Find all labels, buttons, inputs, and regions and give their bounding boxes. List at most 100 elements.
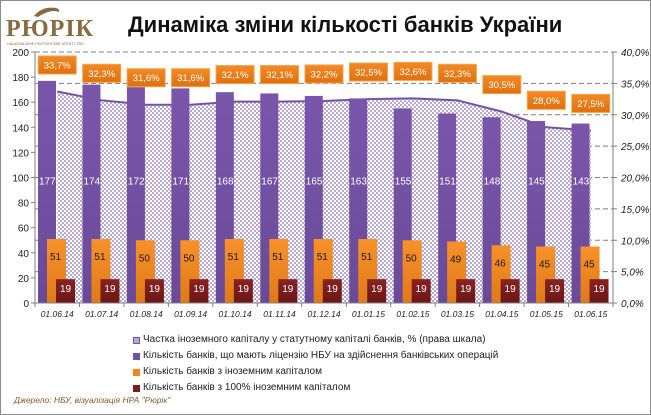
data-label-100-foreign: 19 <box>549 284 561 295</box>
data-label-foreign-capital: 46 <box>495 258 507 269</box>
data-label-foreign-capital: 51 <box>272 252 284 263</box>
data-label-box <box>304 64 344 84</box>
data-label-licensed-banks: 171 <box>172 177 189 188</box>
data-label-foreign-capital: 45 <box>583 260 595 271</box>
x-tick-label: 01.08.14 <box>130 309 163 319</box>
bar-100-foreign <box>456 279 476 303</box>
legend-swatch <box>133 336 140 344</box>
y-tick-label: 0 <box>23 299 29 310</box>
bar-100-foreign <box>233 279 253 303</box>
data-label-foreign-share: 32,2% <box>311 69 338 80</box>
data-label-licensed-banks: 148 <box>484 177 501 188</box>
y2-tick-label: 30,0% <box>621 111 649 122</box>
y2-tick-label: 15,0% <box>621 205 649 216</box>
source-note: Джерело: НБУ, візуалізація НРА "Рюрік" <box>14 395 171 405</box>
x-tick-label: 01.07.14 <box>85 309 118 319</box>
y2-tick-label: 10,0% <box>621 236 649 247</box>
x-tick-label: 01.02.15 <box>396 309 429 319</box>
x-tick-label: 01.04.15 <box>485 309 518 319</box>
bar-series <box>38 80 609 304</box>
data-label-100-foreign: 19 <box>327 284 339 295</box>
data-label-box <box>215 65 255 85</box>
data-label-box <box>82 63 122 83</box>
legend-label: Кількість банків, що мають ліцензію НБУ … <box>143 350 499 361</box>
data-label-100-foreign: 19 <box>238 284 250 295</box>
data-label-box <box>482 75 522 95</box>
data-label-foreign-capital: 50 <box>406 253 418 264</box>
y2-tick-label: 5,0% <box>621 268 644 279</box>
legend-label: Частка іноземного капіталу у статутному … <box>143 334 486 345</box>
data-label-licensed-banks: 155 <box>395 177 412 188</box>
y-tick-label: 180 <box>12 73 29 84</box>
data-label-box <box>437 63 477 83</box>
y-tick-label: 140 <box>12 123 29 134</box>
legend-item-100-foreign: Кількість банків з 100% іноземним капіта… <box>133 380 498 396</box>
data-label-foreign-capital: 49 <box>450 255 462 266</box>
data-label-licensed-banks: 143 <box>573 177 590 188</box>
bar-100-foreign <box>322 279 342 303</box>
legend-item-foreign-share: Частка іноземного капіталу у статутному … <box>133 332 498 348</box>
y-tick-label: 120 <box>12 148 29 159</box>
data-label-100-foreign: 19 <box>460 284 472 295</box>
data-label-licensed-banks: 165 <box>306 177 323 188</box>
legend-label: Кількість банків з іноземним капіталом <box>143 366 322 377</box>
data-label-foreign-capital: 51 <box>228 252 240 263</box>
data-label-foreign-capital: 51 <box>94 252 106 263</box>
data-label-foreign-share: 31,6% <box>177 73 204 84</box>
data-label-foreign-share: 32,1% <box>266 70 293 81</box>
data-label-foreign-share: 32,5% <box>355 68 382 79</box>
logo-text: РЮРІК <box>6 16 95 42</box>
data-label-foreign-capital: 50 <box>139 253 151 264</box>
bar-100-foreign <box>411 279 431 303</box>
legend-swatch <box>133 384 140 392</box>
data-label-foreign-capital: 45 <box>539 260 551 271</box>
data-label-foreign-capital: 50 <box>183 253 195 264</box>
data-label-box <box>393 61 433 81</box>
data-label-box <box>260 65 300 85</box>
y-tick-label: 200 <box>12 48 29 59</box>
logo: РЮРІК НАЦІОНАЛЬНЕ РЕЙТИНГОВЕ АГЕНТСТВО <box>6 7 93 46</box>
data-label-foreign-share: 27,5% <box>577 99 604 110</box>
data-label-100-foreign: 19 <box>505 284 517 295</box>
data-label-box <box>526 90 566 110</box>
data-label-foreign-share: 32,6% <box>399 67 426 78</box>
y-tick-label: 100 <box>12 174 29 185</box>
x-tick-label: 01.10.14 <box>219 309 252 319</box>
axes: 01.06.14 01.07.14 01.08.14 01.09.14 01.10.14… <box>12 48 649 319</box>
bar-100-foreign <box>278 279 298 303</box>
x-tick-label: 01.03.15 <box>441 309 474 319</box>
y-tick-label: 20 <box>18 274 30 285</box>
data-label-box <box>171 68 211 88</box>
data-label-foreign-share: 32,1% <box>222 70 249 81</box>
x-tick-label: 01.09.14 <box>174 309 207 319</box>
bar-100-foreign <box>500 279 520 303</box>
data-label-100-foreign: 19 <box>104 284 116 295</box>
data-label-licensed-banks: 177 <box>39 177 56 188</box>
bar-100-foreign <box>189 279 209 303</box>
legend-label: Кількість банків з 100% іноземним капіта… <box>143 382 351 393</box>
data-label-box <box>571 93 611 113</box>
x-tick-label: 01.06.15 <box>574 309 607 319</box>
data-label-100-foreign: 19 <box>60 284 72 295</box>
area-line <box>57 90 591 132</box>
data-label-box <box>348 62 388 82</box>
data-label-foreign-share: 32,3% <box>88 69 115 80</box>
data-label-100-foreign: 19 <box>593 284 605 295</box>
y2-tick-label: 35,0% <box>621 79 649 90</box>
data-label-foreign-capital: 51 <box>317 252 329 263</box>
data-label-foreign-capital: 51 <box>50 252 62 263</box>
data-label-licensed-banks: 145 <box>528 177 545 188</box>
x-tick-label: 01.11.14 <box>263 309 296 319</box>
data-label-100-foreign: 19 <box>371 284 383 295</box>
data-label-foreign-share: 30,5% <box>488 80 515 91</box>
legend-swatch <box>133 368 140 376</box>
data-label-foreign-share: 31,6% <box>133 73 160 84</box>
data-label-100-foreign: 19 <box>149 284 161 295</box>
y2-tick-label: 40,0% <box>621 48 649 59</box>
eagle-icon <box>34 7 60 17</box>
data-label-foreign-share: 32,3% <box>444 69 471 80</box>
data-label-100-foreign: 19 <box>416 284 428 295</box>
y-tick-label: 60 <box>18 224 30 235</box>
data-label-box <box>126 68 166 88</box>
